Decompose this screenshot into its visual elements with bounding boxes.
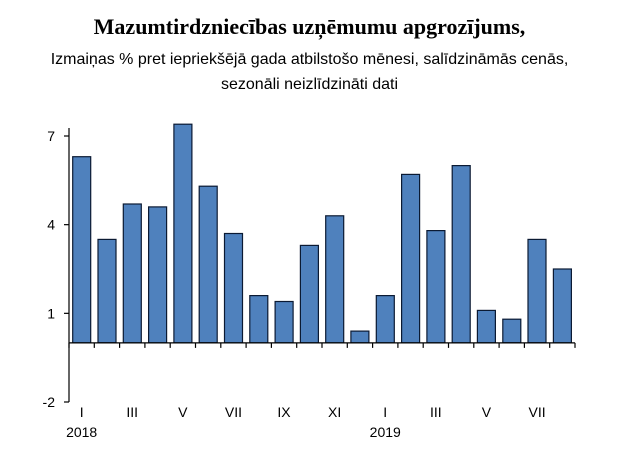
bar — [223, 232, 244, 344]
x-tick-label: VII — [225, 404, 242, 420]
chart-subtitle-line1: Izmaiņas % pret iepriekšējā gada atbilst… — [50, 51, 569, 68]
bar — [249, 295, 269, 344]
y-tick-label: 4 — [47, 217, 55, 233]
bar — [148, 206, 168, 344]
bar — [325, 215, 345, 344]
x-tick-label: V — [482, 404, 492, 420]
bar — [426, 230, 446, 344]
bar — [476, 309, 496, 344]
x-tick-label: I — [383, 404, 387, 420]
bar — [72, 156, 92, 344]
bar — [350, 330, 370, 344]
x-tick-label: V — [178, 404, 188, 420]
bar — [97, 238, 117, 344]
x-tick-label: I — [80, 404, 84, 420]
y-tick-label: -2 — [43, 394, 56, 410]
bar — [502, 318, 522, 344]
bar — [274, 300, 294, 344]
bar — [198, 185, 218, 344]
year-label: 2019 — [370, 424, 401, 440]
bar — [299, 244, 319, 344]
bar — [375, 295, 395, 344]
x-tick-label: III — [430, 404, 442, 420]
bar — [401, 173, 421, 344]
year-label: 2018 — [66, 424, 97, 440]
bar — [451, 165, 471, 344]
bar — [122, 203, 142, 344]
chart-subtitle-line2: sezonāli neizlīdzināti dati — [221, 76, 398, 93]
x-tick-label: III — [126, 404, 138, 420]
y-tick-label: 1 — [47, 305, 55, 321]
y-tick-label: 7 — [47, 128, 55, 144]
x-tick-label: XI — [328, 404, 341, 420]
x-tick-label: IX — [277, 404, 291, 420]
bar — [173, 123, 193, 344]
x-tick-label: VII — [528, 404, 545, 420]
bar — [552, 268, 573, 344]
bar — [527, 238, 547, 344]
chart-title: Mazumtirdzniecības uzņēmumu apgrozījums, — [93, 14, 526, 39]
